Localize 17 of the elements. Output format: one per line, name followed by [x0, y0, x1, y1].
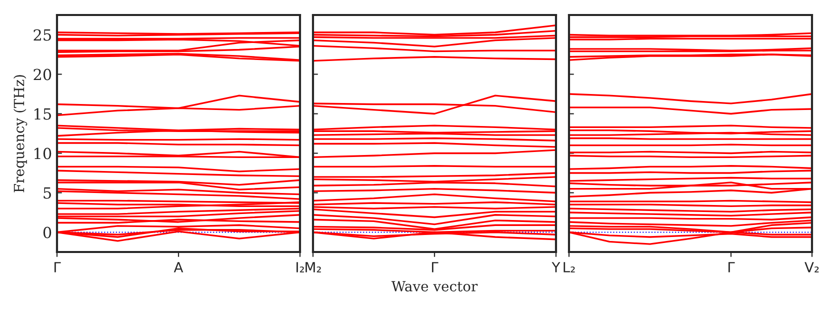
x-tick-label: Y	[552, 262, 560, 272]
y-tick-label: 15	[34, 108, 51, 120]
y-tick-label: 0	[43, 226, 52, 238]
y-tick-label: 5	[44, 187, 51, 199]
x-tick-label: L₂	[564, 262, 575, 272]
x-tick-label: A	[174, 262, 184, 272]
x-tick-label: V₂	[804, 262, 819, 272]
x-tick-label: Γ	[54, 262, 61, 272]
x-tick-label: I₂	[296, 262, 304, 272]
y-tick-label: 25	[34, 29, 51, 41]
x-tick-label: M₂	[306, 262, 321, 272]
x-tick-label: Γ	[432, 262, 438, 272]
x-tick-label: Γ	[728, 262, 735, 272]
y-tick-label: 10	[34, 148, 52, 160]
y-tick-label: 20	[34, 68, 52, 80]
x-axis-title: Wave vector	[391, 281, 478, 292]
y-axis-title: Frequency (THz)	[14, 75, 28, 192]
